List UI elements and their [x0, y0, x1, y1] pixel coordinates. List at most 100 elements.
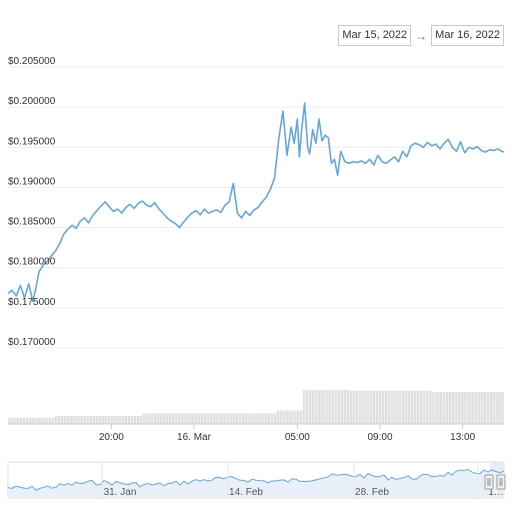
volume-bar: [285, 410, 288, 425]
volume-bar: [81, 416, 84, 425]
volume-bar: [416, 390, 420, 425]
volume-bar: [197, 413, 201, 425]
volume-bar: [279, 410, 282, 425]
volume-bar: [437, 392, 440, 425]
y-tick-label: $0.190000: [8, 176, 56, 187]
volume-bar: [69, 416, 72, 425]
volume-bar: [303, 390, 306, 425]
range-from-input[interactable]: Mar 15, 2022: [338, 25, 412, 46]
volume-bar: [104, 416, 107, 425]
volume-bar: [349, 390, 352, 425]
volume-bar: [235, 413, 239, 425]
volume-bar: [241, 413, 244, 425]
navigator-line: [7, 469, 505, 491]
volume-bar: [113, 416, 116, 425]
volume-bar: [34, 417, 37, 425]
volume-bars: [8, 390, 504, 425]
volume-bar: [501, 392, 504, 425]
range-to-input[interactable]: Mar 16, 2022: [431, 25, 504, 46]
volume-bar: [481, 392, 484, 425]
volume-bar: [212, 413, 215, 425]
volume-bar: [119, 416, 122, 425]
y-tick-label: $0.170000: [8, 337, 56, 348]
navigator-tick-label: 28. Feb: [355, 487, 389, 498]
volume-bar: [457, 392, 460, 425]
volume-bar: [431, 392, 434, 425]
volume-bar: [387, 390, 390, 425]
volume-bar: [238, 413, 242, 425]
volume-bar: [227, 413, 230, 425]
volume-bar: [49, 417, 52, 425]
volume-bar: [396, 390, 399, 425]
volume-bar: [162, 413, 166, 425]
x-tick-label: 05:00: [285, 432, 310, 443]
volume-bar: [63, 416, 67, 425]
volume-bar: [40, 417, 43, 425]
volume-bar: [305, 390, 309, 425]
volume-bar: [300, 410, 303, 425]
navigator-tick-label: 14. Feb: [229, 487, 263, 498]
volume-bar: [189, 413, 192, 425]
range-arrow-icon: →: [415, 28, 428, 43]
volume-bar: [224, 413, 227, 425]
volume-bar: [157, 413, 160, 425]
volume-bar: [174, 413, 177, 425]
volume-bar: [95, 416, 99, 425]
volume-bar: [160, 413, 163, 425]
price-line: [7, 102, 505, 303]
volume-bar: [186, 413, 189, 425]
volume-bar: [311, 390, 315, 425]
volume-bar: [55, 416, 58, 425]
volume-bar: [422, 390, 425, 425]
price-series: [7, 102, 505, 303]
volume-bar: [381, 390, 385, 425]
volume-bar: [335, 390, 338, 425]
volume-bar: [203, 413, 207, 425]
volume-bar: [408, 390, 411, 425]
volume-bar: [11, 417, 14, 425]
volume-bar: [370, 390, 373, 425]
volume-bar: [116, 416, 119, 425]
volume-bar: [367, 390, 370, 425]
volume-bar: [466, 392, 469, 425]
volume-bar: [358, 390, 361, 425]
volume-bar: [139, 416, 142, 425]
volume-bar: [478, 392, 481, 425]
volume-bar: [393, 390, 396, 425]
volume-bar: [31, 417, 34, 425]
x-tick-label: 20:00: [99, 432, 124, 443]
volume-bar: [463, 392, 466, 425]
volume-bar: [133, 416, 137, 425]
volume-bar: [483, 392, 487, 425]
volume-bar: [98, 416, 102, 425]
volume-bar: [276, 410, 279, 425]
volume-bar: [57, 416, 61, 425]
volume-bar: [375, 390, 379, 425]
volume-bar: [469, 392, 472, 425]
volume-bar: [206, 413, 209, 425]
volume-bar: [448, 392, 452, 425]
volume-bar: [492, 392, 495, 425]
volume-bar: [472, 392, 475, 425]
volume-bar: [192, 413, 195, 425]
volume-bar: [402, 390, 405, 425]
volume-bar: [37, 417, 40, 425]
y-tick-label: $0.185000: [8, 217, 56, 228]
volume-bar: [78, 416, 81, 425]
y-tick-label: $0.195000: [8, 136, 56, 147]
navigator-handle[interactable]: [484, 474, 494, 490]
volume-bar: [87, 416, 90, 425]
volume-bar: [265, 413, 268, 425]
volume-bar: [288, 410, 291, 425]
volume-bar: [332, 390, 335, 425]
navigator[interactable]: 31. Jan 14. Feb 28. Feb 1…: [7, 461, 506, 499]
volume-bar: [355, 390, 358, 425]
volume-bar: [451, 392, 455, 425]
volume-bar: [343, 390, 347, 425]
volume-bar: [200, 413, 204, 425]
navigator-handle[interactable]: [496, 474, 506, 490]
volume-bar: [168, 413, 172, 425]
volume-bar: [142, 413, 145, 425]
volume-bar: [177, 413, 180, 425]
